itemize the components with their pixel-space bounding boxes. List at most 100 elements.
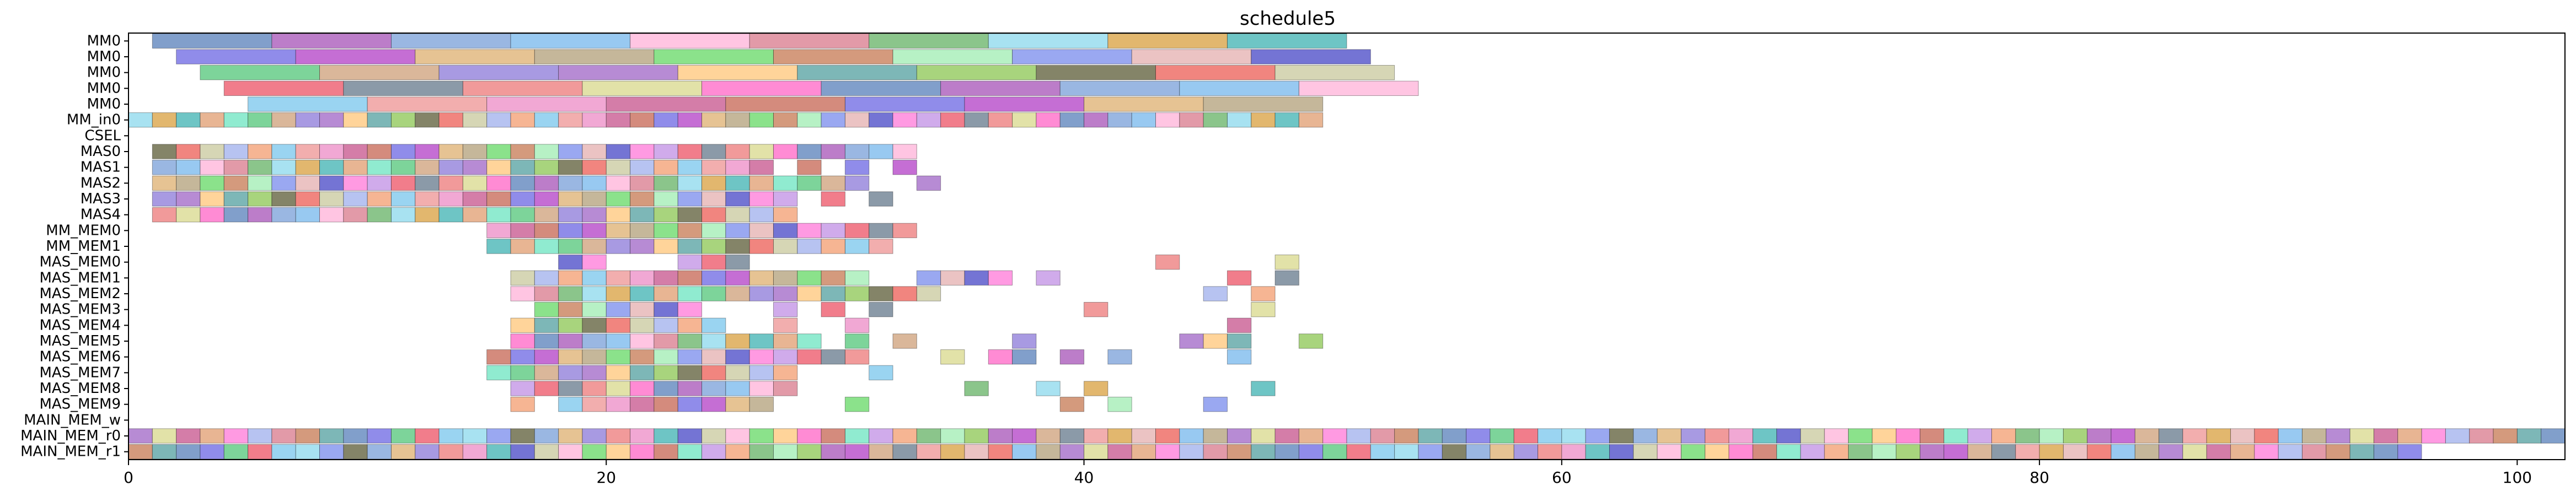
task-bar <box>1179 444 1204 460</box>
task-bar <box>248 191 272 207</box>
task-bar <box>869 144 893 159</box>
task-bar <box>797 112 822 128</box>
bars-group <box>128 33 2566 460</box>
task-bar <box>821 80 941 96</box>
task-bar <box>630 191 655 207</box>
task-bar <box>152 444 177 460</box>
task-bar <box>1059 428 1085 444</box>
task-bar <box>271 112 296 128</box>
task-bar <box>390 428 416 444</box>
task-bar <box>892 159 917 175</box>
task-bar <box>677 333 703 349</box>
task-bar <box>2421 428 2446 444</box>
task-bar <box>725 96 845 112</box>
task-bar <box>1657 444 1681 460</box>
task-bar <box>582 428 607 444</box>
task-bar <box>415 144 440 159</box>
task-bar <box>606 207 631 223</box>
task-bar <box>438 191 463 207</box>
task-bar <box>534 365 559 381</box>
task-bar <box>176 49 296 64</box>
y-tick-label: MAIN_MEM_r0 <box>20 428 121 444</box>
task-bar <box>558 317 583 333</box>
task-bar <box>869 33 989 49</box>
task-bar <box>1490 444 1514 460</box>
task-bar <box>271 175 296 191</box>
task-bar <box>654 301 678 317</box>
task-bar <box>1943 428 1968 444</box>
task-bar <box>2541 428 2566 444</box>
task-bar <box>1012 444 1037 460</box>
task-bar <box>1203 286 1228 301</box>
task-bar <box>152 175 177 191</box>
task-bar <box>319 444 344 460</box>
task-bar <box>773 207 798 223</box>
task-bar <box>1227 428 1252 444</box>
task-bar <box>1274 64 1395 80</box>
task-bar <box>821 444 845 460</box>
task-bar <box>1131 112 1156 128</box>
task-bar <box>223 175 249 191</box>
x-tick-label: 60 <box>1552 468 1572 487</box>
task-bar <box>582 159 607 175</box>
task-bar <box>1752 444 1777 460</box>
task-bar <box>797 223 822 239</box>
task-bar <box>343 191 368 207</box>
task-bar <box>725 207 750 223</box>
task-bar <box>295 175 320 191</box>
task-bar <box>916 175 941 191</box>
task-bar <box>1346 444 1371 460</box>
task-bar <box>415 49 535 64</box>
task-bar <box>438 175 463 191</box>
task-bar <box>1490 428 1514 444</box>
task-bar <box>1705 428 1729 444</box>
y-tick-label: CSEL <box>84 127 121 144</box>
task-bar <box>821 286 845 301</box>
task-bar <box>1107 112 1132 128</box>
task-bar <box>654 175 678 191</box>
task-bar <box>2493 428 2518 444</box>
task-bar <box>462 159 488 175</box>
task-bar <box>630 301 655 317</box>
task-bar <box>510 333 535 349</box>
task-bar <box>534 317 559 333</box>
task-bar <box>2182 428 2207 444</box>
task-bar <box>200 191 224 207</box>
task-bar <box>343 444 368 460</box>
x-tick-label: 40 <box>1074 468 1094 487</box>
y-tick-label: MAS_MEM3 <box>39 301 121 318</box>
task-bar <box>558 191 583 207</box>
task-bar <box>1179 112 1204 128</box>
task-bar <box>869 239 893 254</box>
task-bar <box>2159 428 2183 444</box>
task-bar <box>248 428 272 444</box>
task-bar <box>582 175 607 191</box>
task-bar <box>869 112 893 128</box>
task-bar <box>821 349 845 365</box>
task-bar <box>1227 33 1347 49</box>
task-bar <box>940 444 965 460</box>
task-bar <box>1059 396 1085 412</box>
task-bar <box>773 286 798 301</box>
task-bar <box>1513 428 1539 444</box>
chart-title: schedule5 <box>1240 8 1336 30</box>
task-bar <box>869 223 893 239</box>
task-bar <box>2373 428 2398 444</box>
task-bar <box>1538 428 1562 444</box>
task-bar <box>200 64 320 80</box>
task-bar <box>654 365 678 381</box>
task-bar <box>821 191 845 207</box>
task-bar <box>1227 349 1252 365</box>
task-bar <box>701 223 726 239</box>
task-bar <box>1776 428 1801 444</box>
task-bar <box>1943 444 1968 460</box>
task-bar <box>2254 444 2279 460</box>
task-bar <box>606 349 631 365</box>
task-bar <box>1251 49 1371 64</box>
task-bar <box>176 444 201 460</box>
task-bar <box>749 381 774 396</box>
task-bar <box>677 239 703 254</box>
task-bar <box>462 207 488 223</box>
task-bar <box>2206 444 2231 460</box>
